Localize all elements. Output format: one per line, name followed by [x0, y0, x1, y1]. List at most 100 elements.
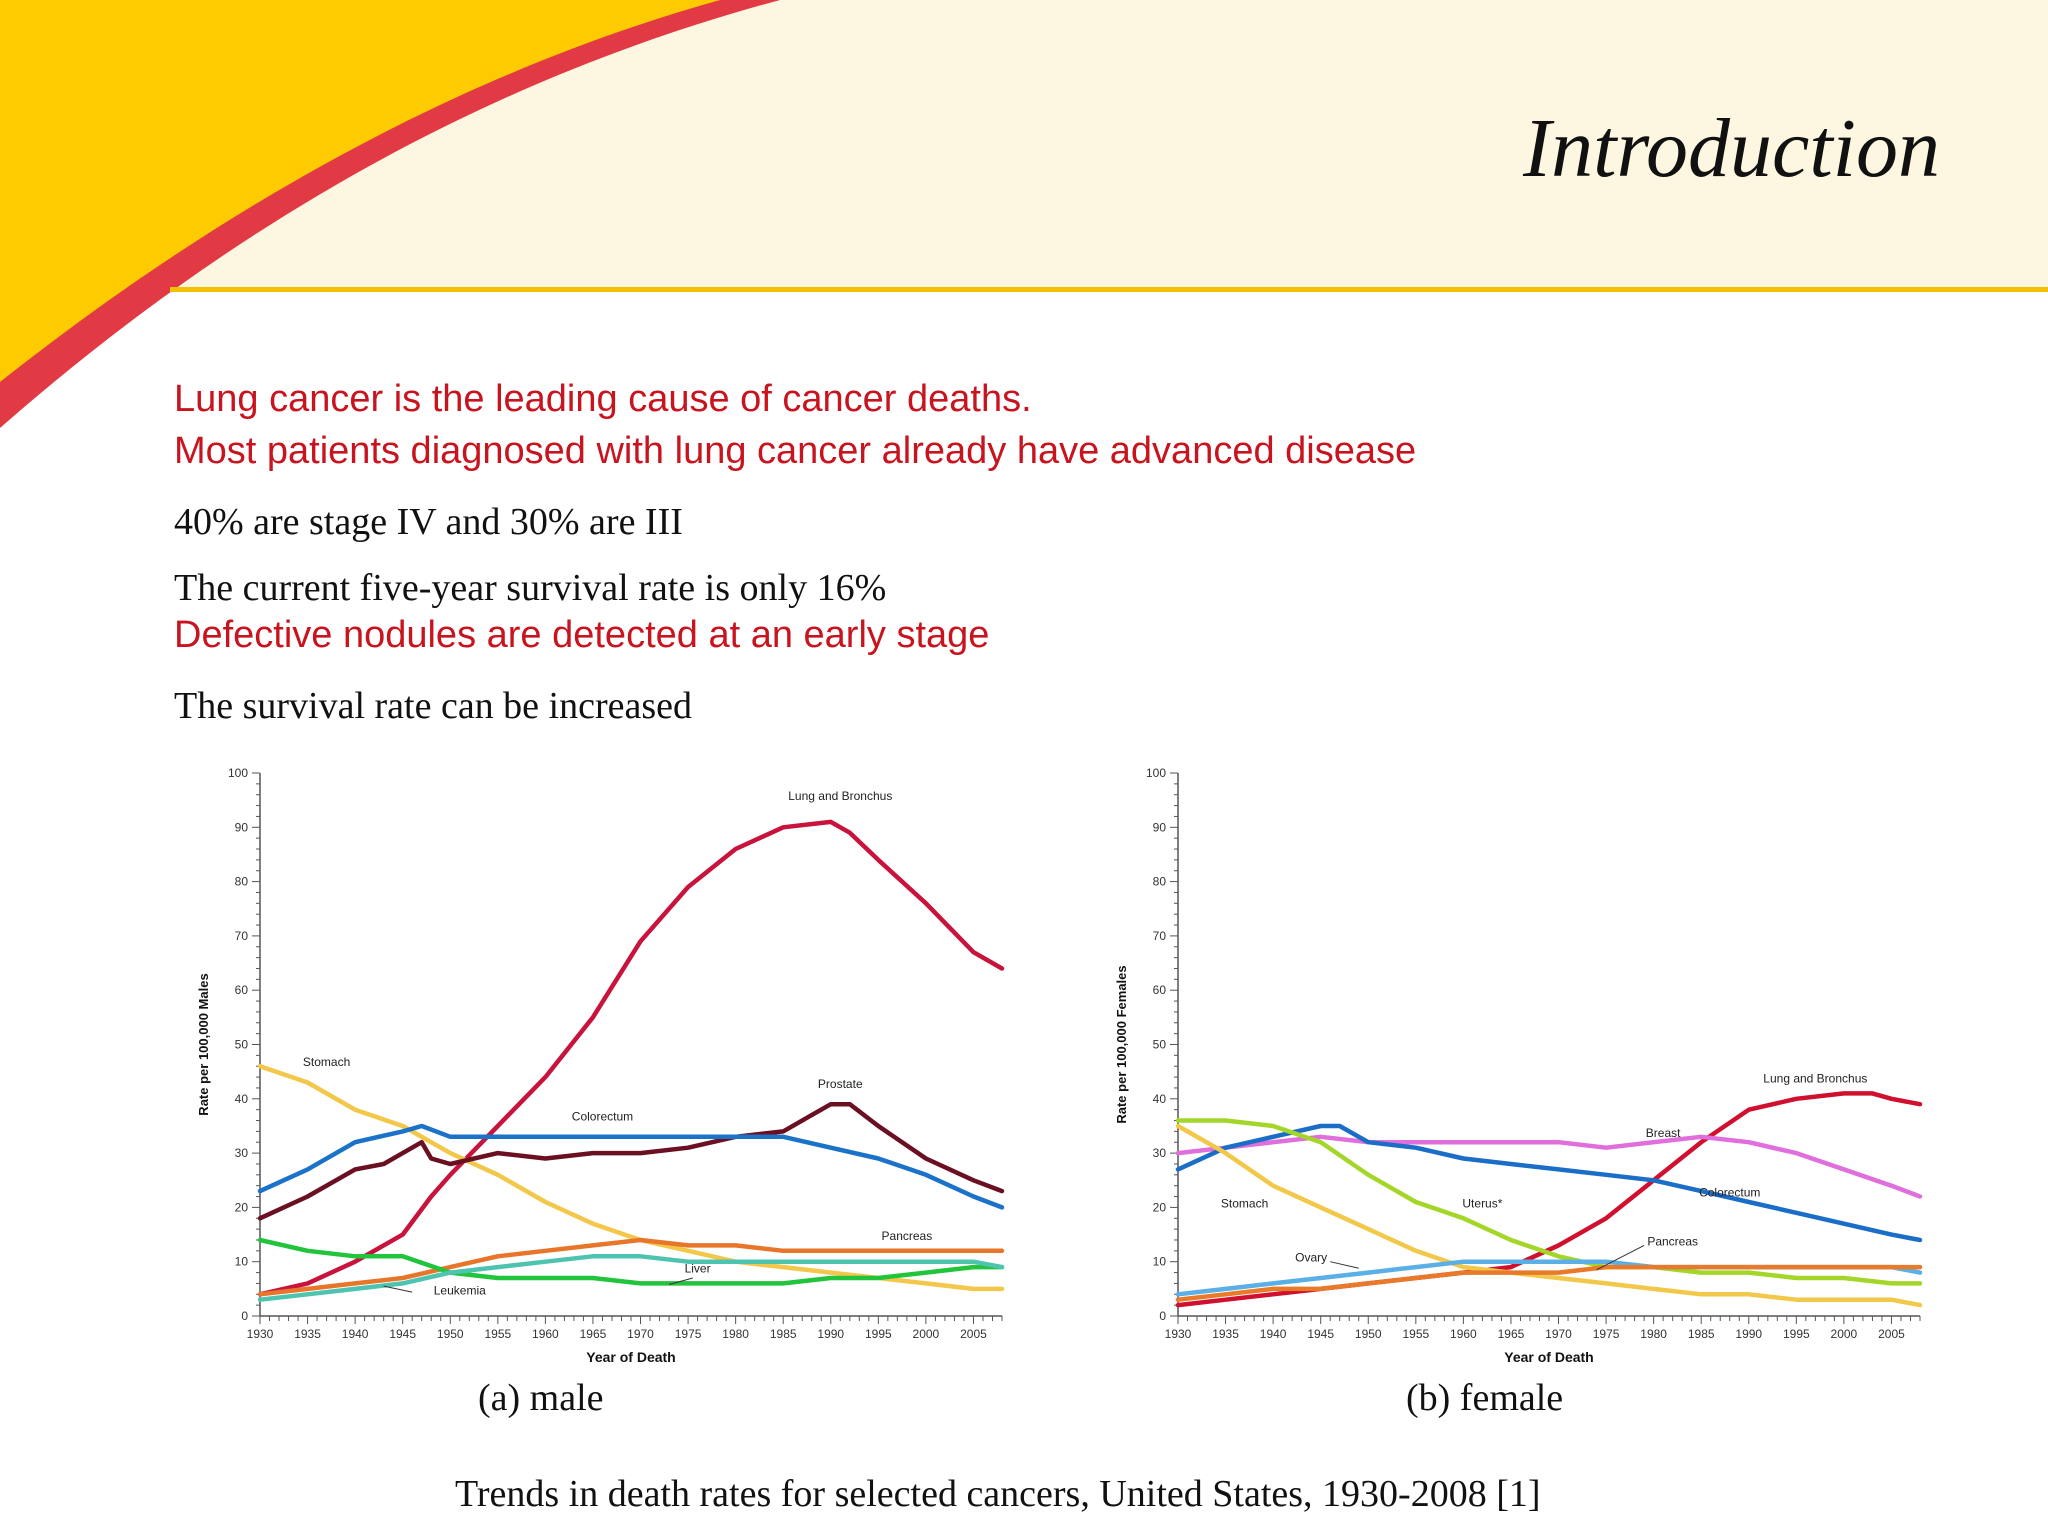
divider-line: [170, 287, 2048, 292]
x-tick-label: 1940: [342, 1327, 369, 1341]
series-line-colorectum: [1175, 1123, 1923, 1243]
bullet-line-4: The current five-year survival rate is o…: [174, 567, 887, 609]
x-tick-label: 1975: [675, 1327, 702, 1341]
x-tick-label: 1945: [389, 1327, 416, 1341]
y-tick-label: 20: [1153, 1200, 1167, 1214]
annotation-leader: [383, 1285, 413, 1293]
annotation-lung-and-bronchus: Lung and Bronchus: [788, 789, 892, 803]
y-tick-label: 100: [228, 766, 248, 780]
annotation-stomach: Stomach: [303, 1055, 350, 1069]
annotation-leader: [1330, 1261, 1359, 1269]
female-death-rate-chart: 0 10 20 30 40 50 60 70 80 90 100 1930 1935 1940 1945 19…: [1114, 766, 1923, 1365]
y-tick-label: 50: [1153, 1038, 1167, 1052]
x-tick-label: 2000: [913, 1327, 940, 1341]
x-tick-label: 1960: [532, 1327, 559, 1341]
figure-caption: Trends in death rates for selected cance…: [455, 1473, 1541, 1515]
x-tick-label: 1945: [1307, 1327, 1334, 1341]
bullet-line-1: Lung cancer is the leading cause of canc…: [174, 378, 1032, 420]
series-line-prostate: [257, 1101, 1005, 1221]
x-axis-title: Year of Death: [1504, 1349, 1593, 1365]
x-tick-label: 1955: [1402, 1327, 1429, 1341]
bullet-line-6: The survival rate can be increased: [174, 685, 693, 727]
y-tick-label: 30: [235, 1146, 249, 1160]
x-tick-label: 1940: [1260, 1327, 1287, 1341]
x-tick-label: 1965: [580, 1327, 607, 1341]
y-tick-label: 70: [235, 929, 249, 943]
y-tick-label: 60: [235, 983, 249, 997]
y-tick-label: 50: [235, 1038, 249, 1052]
series-line-pancreas: [257, 1237, 1005, 1297]
x-tick-label: 1930: [247, 1327, 274, 1341]
slide-title: Introduction: [1523, 102, 1940, 195]
y-axis-title: Rate per 100,000 Males: [196, 973, 211, 1115]
swoosh-yellow: [0, 0, 720, 382]
annotation-prostate: Prostate: [818, 1077, 863, 1091]
x-tick-label: 1950: [1355, 1327, 1382, 1341]
y-tick-label: 60: [1153, 983, 1167, 997]
y-tick-label: 40: [1153, 1092, 1167, 1106]
annotation-ovary: Ovary: [1295, 1251, 1327, 1265]
y-axis-title: Rate per 100,000 Females: [1114, 965, 1129, 1123]
annotation-pancreas: Pancreas: [882, 1229, 933, 1243]
series-line-leukemia: [257, 1254, 1005, 1302]
x-axis-title: Year of Death: [586, 1349, 675, 1365]
y-tick-label: 80: [1153, 875, 1167, 889]
x-tick-label: 1980: [722, 1327, 749, 1341]
series-line-uterus: [1175, 1118, 1923, 1286]
x-tick-label: 1965: [1498, 1327, 1525, 1341]
y-tick-label: 0: [241, 1309, 248, 1323]
x-tick-label: 1970: [627, 1327, 654, 1341]
x-tick-label: 1960: [1450, 1327, 1477, 1341]
annotation-uterus: Uterus*: [1462, 1196, 1502, 1210]
x-tick-label: 1975: [1593, 1327, 1620, 1341]
annotation-breast: Breast: [1646, 1126, 1681, 1140]
annotation-lung-and-bronchus: Lung and Bronchus: [1763, 1072, 1867, 1086]
x-tick-label: 1995: [1783, 1327, 1810, 1341]
y-tick-label: 0: [1159, 1309, 1166, 1323]
x-tick-label: 2000: [1831, 1327, 1858, 1341]
x-tick-label: 1950: [437, 1327, 464, 1341]
x-tick-label: 2005: [1878, 1327, 1905, 1341]
annotation-liver: Liver: [685, 1262, 711, 1276]
x-tick-label: 1955: [484, 1327, 511, 1341]
x-tick-label: 1935: [294, 1327, 321, 1341]
annotation-leader: [668, 1277, 693, 1285]
y-tick-label: 80: [235, 875, 249, 889]
annotation-leader: [1596, 1244, 1645, 1271]
y-tick-label: 10: [235, 1255, 249, 1269]
y-tick-label: 10: [1153, 1255, 1167, 1269]
decorative-swoosh: [0, 0, 2048, 428]
series-line-pancreas: [1175, 1264, 1923, 1302]
x-tick-label: 1990: [817, 1327, 844, 1341]
caption-female: (b) female: [1406, 1377, 1564, 1419]
y-tick-label: 90: [235, 820, 249, 834]
x-tick-label: 2005: [960, 1327, 987, 1341]
bullet-line-5: Defective nodules are detected at an ear…: [174, 614, 990, 656]
bullet-line-3: 40% are stage IV and 30% are III: [174, 501, 683, 543]
x-tick-label: 1930: [1165, 1327, 1192, 1341]
y-tick-label: 30: [1153, 1146, 1167, 1160]
annotation-colorectum: Colorectum: [1699, 1186, 1760, 1200]
male-death-rate-chart: 0 10 20 30 40 50 60 70 80 90 100 1930 1935 1940 1945 19…: [196, 766, 1005, 1365]
annotation-colorectum: Colorectum: [572, 1110, 633, 1124]
annotation-pancreas: Pancreas: [1647, 1234, 1698, 1248]
x-tick-label: 1970: [1545, 1327, 1572, 1341]
series-line-colorectum: [257, 1123, 1005, 1210]
series-line-stomach: [1175, 1123, 1923, 1308]
caption-male: (a) male: [478, 1377, 604, 1419]
x-tick-label: 1995: [865, 1327, 892, 1341]
y-tick-label: 100: [1146, 766, 1166, 780]
x-tick-label: 1980: [1640, 1327, 1667, 1341]
y-tick-label: 90: [1153, 820, 1167, 834]
series-line-liver: [257, 1237, 1005, 1286]
bullet-line-2: Most patients diagnosed with lung cancer…: [174, 430, 1417, 472]
annotation-stomach: Stomach: [1221, 1196, 1268, 1210]
x-tick-label: 1935: [1212, 1327, 1239, 1341]
y-tick-label: 70: [1153, 929, 1167, 943]
x-tick-label: 1985: [770, 1327, 797, 1341]
x-tick-label: 1985: [1688, 1327, 1715, 1341]
x-tick-label: 1990: [1735, 1327, 1762, 1341]
y-tick-label: 20: [235, 1200, 249, 1214]
annotation-leukemia: Leukemia: [434, 1283, 486, 1297]
series-line-lung-and-bronchus: [257, 819, 1005, 1297]
